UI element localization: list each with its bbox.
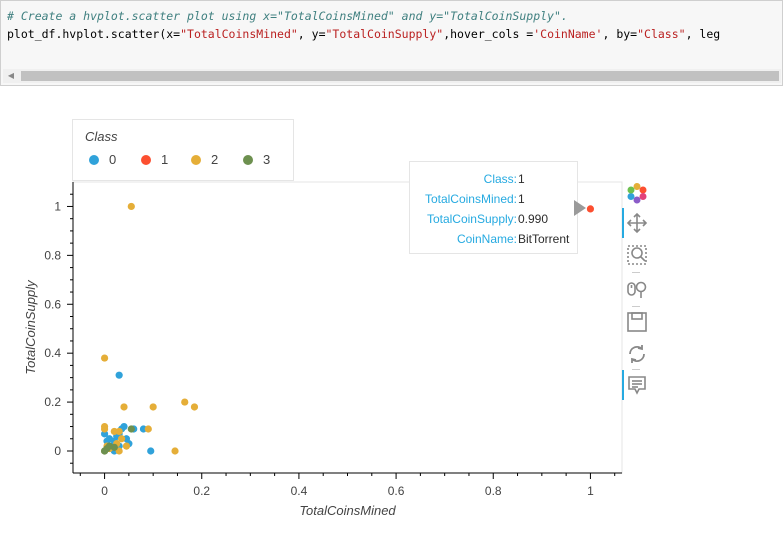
scrollbar-thumb[interactable] xyxy=(21,71,779,81)
code-arg-x: "TotalCoinsMined" xyxy=(180,27,298,41)
legend-dot-0 xyxy=(89,154,99,165)
data-point-class-2 xyxy=(181,398,189,406)
y-tick-label: 1 xyxy=(54,199,61,213)
reset-icon[interactable] xyxy=(624,341,650,367)
legend-dot-2 xyxy=(191,154,201,165)
data-point-class-2 xyxy=(100,354,109,362)
legend-item-1[interactable]: 1 xyxy=(141,152,168,167)
pan-icon[interactable] xyxy=(624,210,650,236)
legend-dot-1 xyxy=(141,154,151,165)
scroll-left-arrow-icon[interactable]: ◀ xyxy=(7,71,15,80)
x-axis-label: TotalCoinsMined xyxy=(299,503,396,518)
legend-title: Class xyxy=(85,129,118,144)
tooltip-value: 1 xyxy=(518,172,525,186)
code-sep1: , y= xyxy=(297,27,326,41)
tooltip-value: BitTorrent xyxy=(518,232,570,246)
hover-tooltip: Class: 1 TotalCoinsMined: 1 TotalCoinSup… xyxy=(409,161,578,254)
bokeh-logo-icon[interactable] xyxy=(624,180,650,206)
tooltip-value: 0.990 xyxy=(518,212,549,226)
data-point-class-2 xyxy=(144,425,152,433)
data-point-class-2 xyxy=(127,202,135,211)
code-sep3: , by= xyxy=(602,27,638,41)
x-tick-label: 0.2 xyxy=(193,484,210,498)
data-point-class-3 xyxy=(127,425,135,433)
plot-toolbar xyxy=(622,178,652,408)
legend-label-0: 0 xyxy=(109,152,117,167)
y-tick-label: 0.8 xyxy=(44,248,61,262)
tooltip-key: CoinName: xyxy=(456,232,517,246)
data-point-class-2 xyxy=(190,403,199,411)
box-zoom-icon[interactable] xyxy=(624,242,650,268)
x-tick-label: 0.6 xyxy=(388,484,405,498)
code-arg-by: "Class" xyxy=(637,27,686,41)
y-tick-label: 0.2 xyxy=(44,395,61,409)
legend-item-3[interactable]: 3 xyxy=(243,152,270,167)
data-point-class-2 xyxy=(100,425,109,433)
code-arg-y: "TotalCoinSupply" xyxy=(325,27,444,41)
tooltip-pointer-icon xyxy=(574,200,586,216)
x-tick-label: 0 xyxy=(101,484,108,498)
legend-item-0[interactable]: 0 xyxy=(89,152,116,167)
legend-label-2: 2 xyxy=(211,152,219,167)
data-point-class-0 xyxy=(115,371,123,379)
tooltip-key: Class: xyxy=(483,172,517,186)
tooltip-value: 1 xyxy=(518,192,525,206)
data-point-class-1 xyxy=(586,205,595,213)
code-prefix: plot_df.hvplot.scatter(x= xyxy=(7,27,181,41)
data-point-class-0 xyxy=(120,422,128,431)
y-tick-label: 0.4 xyxy=(44,346,61,360)
toolbar-separator xyxy=(632,369,640,370)
x-tick-label: 0.8 xyxy=(485,484,502,498)
data-point-class-2 xyxy=(120,403,128,411)
y-tick-label: 0.6 xyxy=(44,297,61,311)
wheel-zoom-icon[interactable] xyxy=(624,276,650,302)
code-sep2: ,hover_cols = xyxy=(443,27,534,41)
legend-item-2[interactable]: 2 xyxy=(191,152,218,167)
x-tick-label: 0.4 xyxy=(291,484,308,498)
code-suffix: , leg xyxy=(685,27,721,41)
legend: Class 0 1 2 3 xyxy=(72,119,294,181)
x-tick-label: 1 xyxy=(587,484,594,498)
data-point-class-3 xyxy=(110,443,118,451)
legend-label-1: 1 xyxy=(161,152,169,167)
data-point-class-0 xyxy=(147,447,155,455)
tooltip-key: TotalCoinSupply: xyxy=(426,212,517,226)
horizontal-scrollbar[interactable]: ◀ xyxy=(3,69,781,83)
data-point-class-2 xyxy=(122,442,131,450)
pan-active-indicator xyxy=(622,208,624,238)
y-axis-label: TotalCoinSupply xyxy=(23,279,38,375)
code-comment: # Create a hvplot.scatter plot using x="… xyxy=(7,9,568,23)
data-point-class-2 xyxy=(117,435,126,443)
data-point-class-2 xyxy=(171,447,179,455)
hover-active-indicator xyxy=(622,370,624,400)
toolbar-separator xyxy=(632,306,640,307)
tooltip-key: TotalCoinsMined: xyxy=(424,192,517,206)
legend-label-3: 3 xyxy=(263,152,271,167)
code-arg-hover: 'CoinName' xyxy=(533,27,603,41)
toolbar-separator xyxy=(632,272,640,273)
code-cell[interactable]: # Create a hvplot.scatter plot using x="… xyxy=(0,0,783,86)
hover-icon[interactable] xyxy=(624,372,650,398)
y-tick-label: 0 xyxy=(54,444,61,458)
legend-dot-3 xyxy=(243,154,253,165)
save-icon[interactable] xyxy=(624,309,650,335)
data-point-class-2 xyxy=(115,427,123,436)
data-point-class-2 xyxy=(149,403,157,411)
code-line: plot_df.hvplot.scatter(x="TotalCoinsMine… xyxy=(7,27,720,41)
